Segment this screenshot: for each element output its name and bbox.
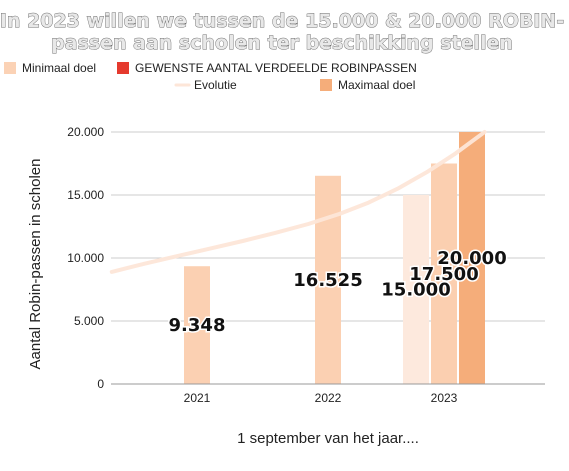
legend-item: Evolutie [174, 78, 237, 92]
legend-label: Maximaal doel [338, 78, 415, 92]
legend-box-swatch [4, 62, 16, 74]
data-label: 9.348 [169, 315, 226, 336]
x-tick-label: 2023 [431, 391, 458, 405]
legend-label: Minimaal doel [22, 61, 96, 75]
bar-2023 [431, 163, 457, 384]
legend-item: Maximaal doel [320, 78, 415, 92]
y-axis-ticks: 0 5.000 10.000 15.000 20.000 [67, 125, 104, 391]
data-label: 15.000 [381, 280, 450, 301]
y-axis-title: Aantal Robin-passen in scholen [27, 159, 44, 370]
x-axis-ticks: 2021 2022 2023 [184, 391, 458, 405]
data-label: 16.525 [293, 270, 362, 291]
bars [184, 132, 485, 384]
x-tick-label: 2021 [184, 391, 211, 405]
y-tick-label: 20.000 [67, 125, 104, 139]
legend-item: GEWENSTE AANTAL VERDEELDE ROBINPASSEN [117, 61, 417, 75]
bar-2022 [315, 175, 341, 384]
bar-2023 [403, 195, 429, 384]
legend-label: Evolutie [194, 78, 237, 92]
chart-title-line-2: passen aan scholen ter beschikking stell… [51, 32, 513, 54]
y-tick-label: 0 [97, 377, 104, 391]
legend-box-swatch [117, 62, 129, 74]
legend-box-swatch [320, 79, 332, 91]
data-label: 20.000 [437, 248, 506, 269]
trendline-group [109, 130, 487, 274]
x-axis-title: 1 september van het jaar.... [237, 430, 419, 447]
y-tick-label: 5.000 [74, 314, 104, 328]
trendline [109, 130, 487, 274]
x-tick-label: 2022 [315, 391, 342, 405]
bar-2023 [459, 132, 485, 384]
legend-item: Minimaal doel [4, 61, 96, 75]
y-tick-label: 15.000 [67, 188, 104, 202]
chart-title: In 2023 willen we tussen de 15.000 & 20.… [0, 10, 565, 55]
chart-title-line-1: In 2023 willen we tussen de 15.000 & 20.… [0, 10, 564, 32]
y-tick-label: 10.000 [67, 251, 104, 265]
legend-label: GEWENSTE AANTAL VERDEELDE ROBINPASSEN [135, 61, 417, 75]
data-label: 17.500 [409, 264, 478, 285]
bar-2021 [184, 266, 210, 384]
legend: Minimaal doel GEWENSTE AANTAL VERDEELDE R… [4, 61, 417, 92]
